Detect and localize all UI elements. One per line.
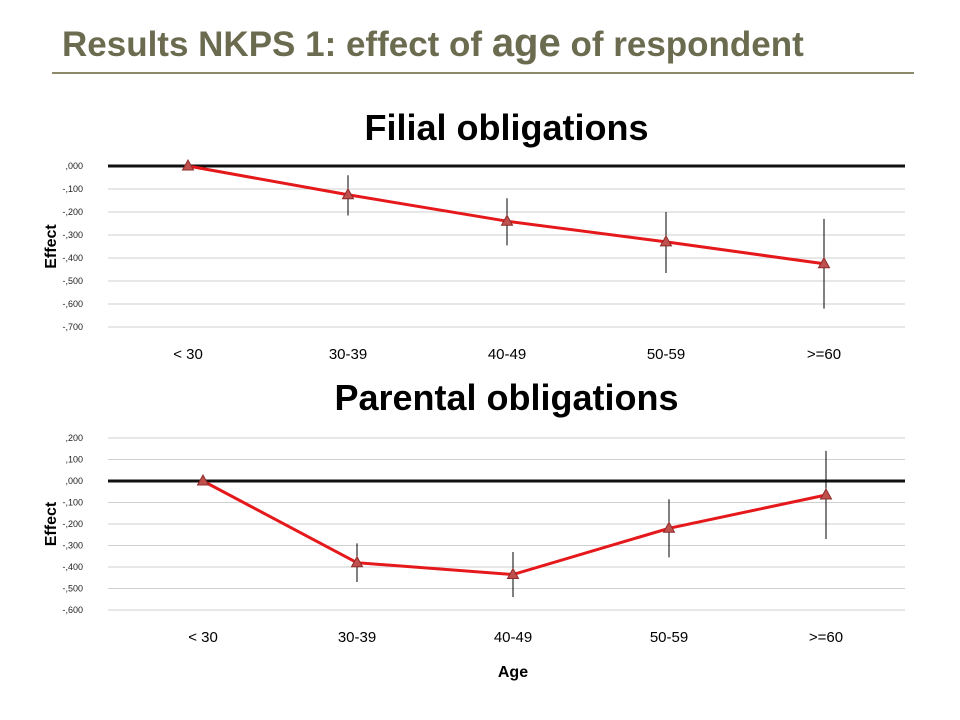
title-rule xyxy=(52,72,914,74)
y-tick-label: -,300 xyxy=(62,541,83,551)
y-tick-label: -,300 xyxy=(62,230,83,240)
data-point xyxy=(500,214,514,226)
chart-1: Filial obligations ,000 -,100 -,200 -,300 -,4… xyxy=(43,107,905,363)
slide-title-part2: of respondent xyxy=(560,25,804,64)
x-tick-label: >=60 xyxy=(807,346,841,363)
data-point xyxy=(350,555,364,568)
slide-title-part1: Results NKPS 1: effect of xyxy=(62,25,492,64)
y-tick-label: -,400 xyxy=(62,253,83,263)
y-axis-label: Effect xyxy=(43,501,60,546)
data-point xyxy=(506,567,520,580)
x-tick-label: 50-59 xyxy=(647,346,685,363)
y-tick-label: -,100 xyxy=(62,184,83,194)
data-point xyxy=(817,256,831,269)
data-point xyxy=(819,487,833,500)
y-tick-label: -,400 xyxy=(62,562,83,572)
y-tick-label: -,100 xyxy=(62,498,83,508)
x-axis-label: Age xyxy=(498,664,528,681)
data-point xyxy=(341,187,355,200)
data-point xyxy=(196,473,210,486)
y-tick-label: -,200 xyxy=(62,207,83,217)
y-tick-label: -,600 xyxy=(62,605,83,615)
y-tick-label: ,000 xyxy=(65,476,83,486)
series-line xyxy=(187,164,825,266)
data-point xyxy=(659,234,673,247)
x-tick-label: 50-59 xyxy=(650,629,688,646)
y-tick-label: ,000 xyxy=(65,161,83,171)
y-axis-label: Effect xyxy=(43,224,60,269)
chart-title: Filial obligations xyxy=(364,107,648,148)
x-tick-label: 30-39 xyxy=(338,629,376,646)
chart-2: Parental obligations ,200 ,100 ,000 -,100 -,2… xyxy=(43,377,905,681)
y-tick-label: ,200 xyxy=(65,433,83,443)
x-tick-label: >=60 xyxy=(809,629,843,646)
chart-title: Parental obligations xyxy=(334,377,678,418)
y-tick-label: -,500 xyxy=(62,584,83,594)
x-tick-label: 30-39 xyxy=(329,346,367,363)
y-tick-label: -,600 xyxy=(62,299,83,309)
data-point xyxy=(662,521,676,533)
x-tick-label: < 30 xyxy=(188,629,218,646)
x-tick-label: 40-49 xyxy=(488,346,526,363)
x-tick-label: < 30 xyxy=(173,346,203,363)
y-tick-label: -,500 xyxy=(62,276,83,286)
y-tick-label: ,100 xyxy=(65,455,83,465)
series-line xyxy=(202,479,827,577)
x-tick-label: 40-49 xyxy=(494,629,532,646)
slide-title-emphasis: age xyxy=(491,21,561,65)
data-point xyxy=(181,158,195,171)
y-tick-label: -,700 xyxy=(62,322,83,332)
y-tick-label: -,200 xyxy=(62,519,83,529)
slide-title: Results NKPS 1: effect of age of respond… xyxy=(62,18,804,70)
